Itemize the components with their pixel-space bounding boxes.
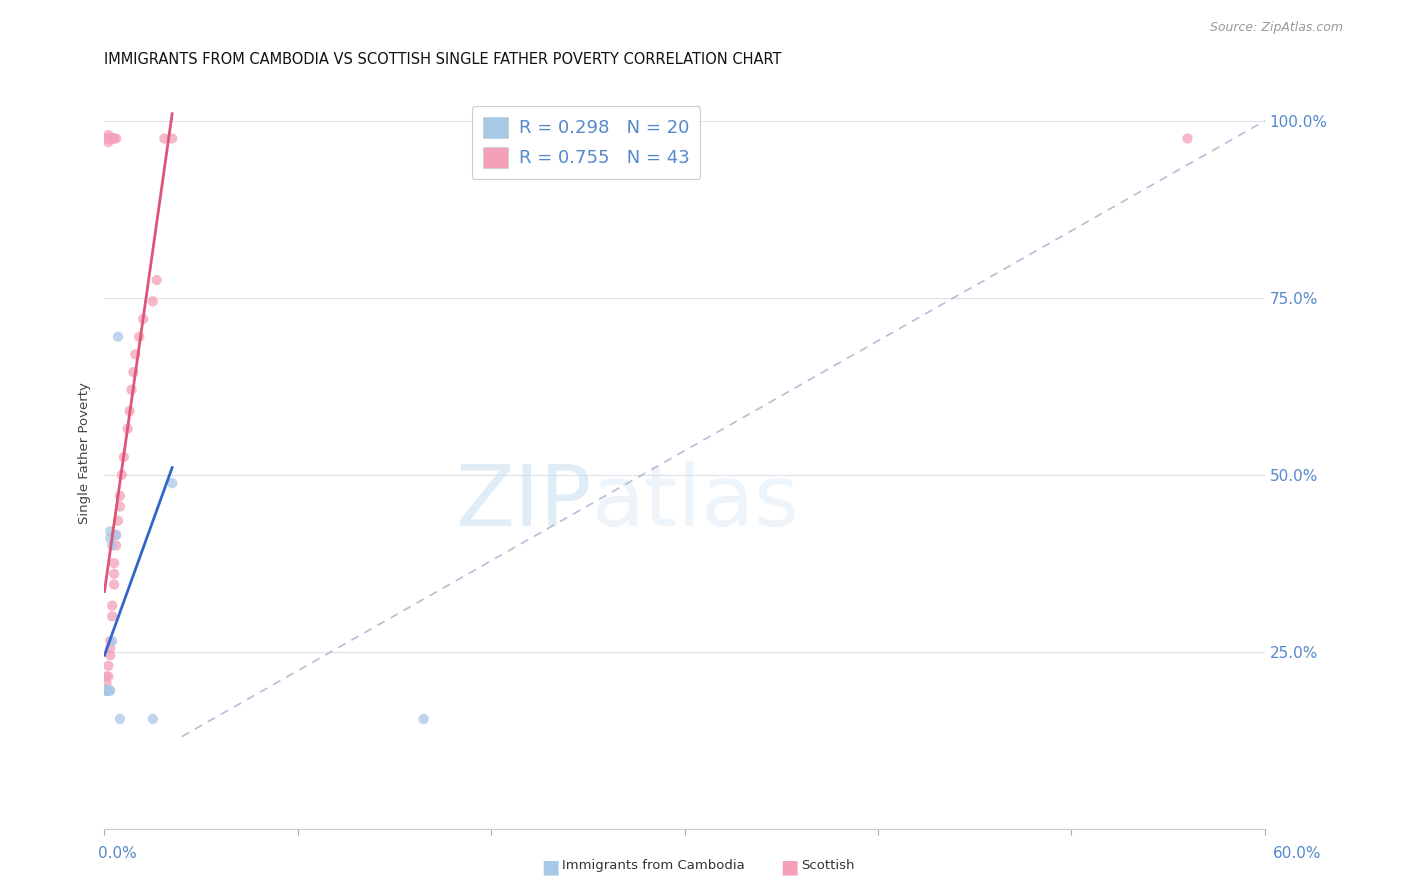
Point: [105, 539, 128, 553]
Point: [96, 683, 118, 698]
Point: [96, 131, 118, 145]
Point: [98, 648, 121, 663]
Point: [97, 669, 120, 683]
Point: [98, 131, 121, 145]
Point: [103, 131, 125, 145]
Point: [96, 669, 118, 683]
Point: [105, 131, 128, 145]
Point: [108, 712, 131, 726]
Point: [98, 131, 121, 145]
Point: [519, 131, 541, 145]
Point: [101, 599, 124, 613]
Point: [105, 528, 128, 542]
Point: [97, 683, 120, 698]
Point: [111, 467, 134, 482]
Text: ZIP: ZIP: [456, 461, 592, 544]
Point: [145, 273, 167, 287]
Point: [97, 658, 120, 673]
Point: [98, 524, 121, 539]
Legend: R = 0.298   N = 20, R = 0.755   N = 43: R = 0.298 N = 20, R = 0.755 N = 43: [472, 106, 700, 178]
Point: [98, 683, 121, 698]
Text: ■: ■: [780, 857, 799, 876]
Point: [96, 683, 118, 698]
Point: [101, 539, 124, 553]
Point: [97, 683, 120, 698]
Point: [101, 634, 124, 648]
Point: [97, 683, 120, 698]
Point: [96, 683, 118, 698]
Point: [98, 532, 121, 546]
Text: 60.0%: 60.0%: [1274, 847, 1322, 861]
Point: [96, 683, 118, 698]
Point: [97, 683, 120, 698]
Point: [132, 312, 155, 326]
Point: [107, 329, 129, 343]
Text: 0.0%: 0.0%: [98, 847, 138, 861]
Point: [103, 556, 125, 570]
Text: IMMIGRANTS FROM CAMBODIA VS SCOTTISH SINGLE FATHER POVERTY CORRELATION CHART: IMMIGRANTS FROM CAMBODIA VS SCOTTISH SIN…: [104, 53, 782, 68]
Point: [160, 131, 183, 145]
Point: [122, 365, 145, 379]
Point: [97, 683, 120, 698]
Text: Scottish: Scottish: [801, 859, 855, 872]
Text: Immigrants from Cambodia: Immigrants from Cambodia: [562, 859, 745, 872]
Text: atlas: atlas: [592, 461, 800, 544]
Point: [96, 676, 118, 690]
Point: [118, 404, 141, 418]
Point: [101, 131, 124, 145]
Point: [108, 500, 131, 514]
Point: [98, 641, 121, 656]
Point: [98, 634, 121, 648]
Point: [96, 683, 118, 698]
Point: [97, 128, 120, 142]
Point: [101, 609, 124, 624]
Point: [97, 135, 120, 149]
Point: [153, 131, 176, 145]
Point: [128, 329, 150, 343]
Y-axis label: Single Father Poverty: Single Father Poverty: [79, 383, 91, 524]
Point: [142, 712, 165, 726]
Point: [101, 131, 124, 145]
Point: [412, 712, 434, 726]
Text: ■: ■: [541, 857, 560, 876]
Point: [124, 347, 146, 361]
Point: [160, 476, 183, 491]
Point: [103, 577, 125, 591]
Point: [117, 422, 139, 436]
Point: [1177, 131, 1199, 145]
Point: [107, 514, 129, 528]
Point: [103, 566, 125, 581]
Point: [142, 294, 165, 309]
Point: [105, 528, 128, 542]
Point: [121, 383, 143, 397]
Point: [96, 683, 118, 698]
Point: [112, 450, 135, 464]
Point: [97, 683, 120, 698]
Point: [108, 489, 131, 503]
Text: Source: ZipAtlas.com: Source: ZipAtlas.com: [1209, 21, 1343, 34]
